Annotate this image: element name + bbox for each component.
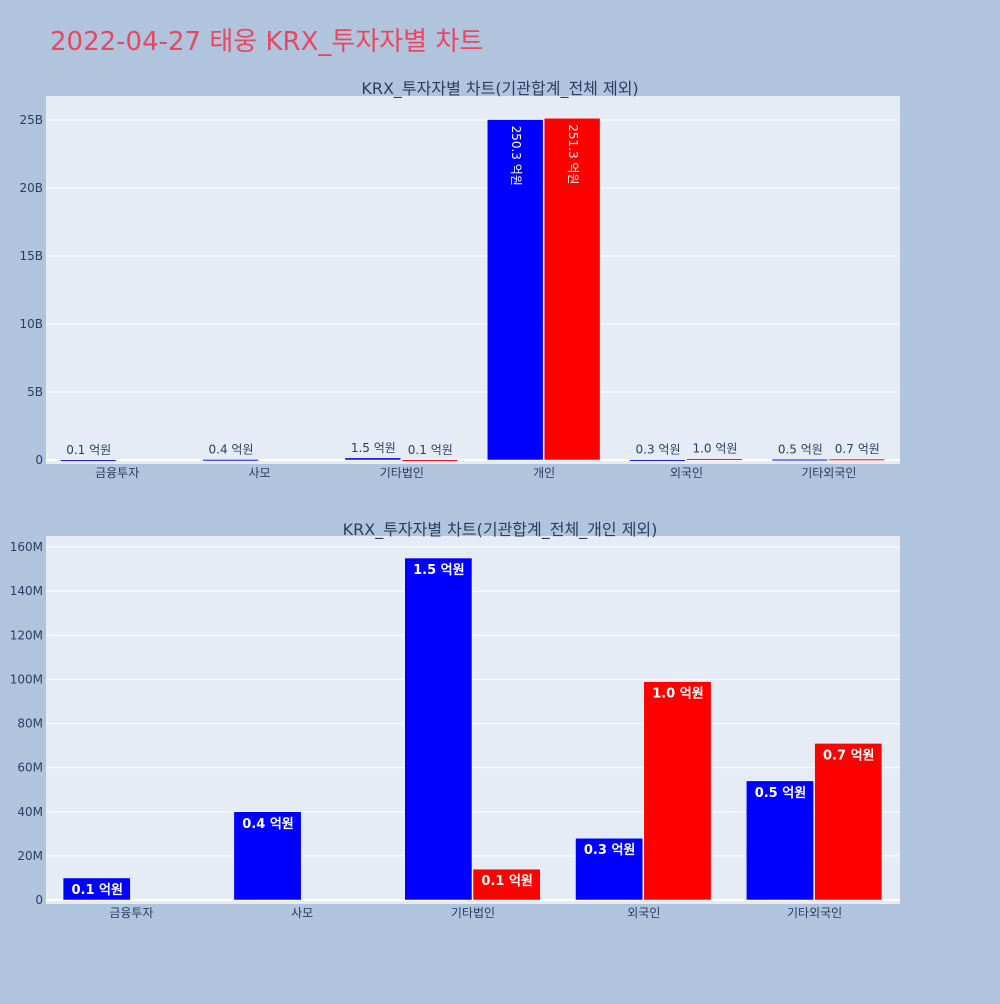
data-label: 1.0 억원 [692,442,737,456]
page-title: 2022-04-27 태웅 KRX_투자자별 차트 [50,27,483,57]
y-tick-label: 0 [35,453,43,467]
x-tick-label: 금융투자 [109,906,153,920]
data-label: 251.3 억원 [566,124,580,184]
bar [575,837,644,901]
data-label: 1.5 억원 [351,441,396,455]
data-label: 1.5 억원 [413,563,464,578]
bar [828,458,886,461]
data-label: 0.7 억원 [823,748,874,763]
bar [643,681,712,901]
chart-title: KRX_투자자별 차트(기관합계_전체 제외) [361,79,638,99]
y-tick-label: 25B [19,113,43,127]
data-label: 0.4 억원 [209,442,254,456]
data-label: 0.5 억원 [778,442,823,456]
data-label: 0.1 억원 [66,443,111,457]
y-tick-label: 120M [10,628,43,642]
bar [404,557,473,901]
data-label: 0.4 억원 [242,817,293,832]
y-tick-label: 15B [19,249,43,263]
x-tick-label: 외국인 [670,466,703,480]
x-tick-label: 기타법인 [451,906,495,920]
bottom-chart: 0 20M 40M 60M 80M 100M 120M 140M 160M KRX_투자자별 차트… [10,520,900,920]
bar [62,877,131,901]
data-label: 0.3 억원 [636,443,681,457]
y-tick-label: 5B [27,385,43,399]
bar [486,119,544,461]
y-tick-label: 140M [10,584,43,598]
bar [629,459,686,462]
y-tick-label: 0 [35,893,43,907]
data-label: 0.5 억원 [755,786,806,801]
y-tick-label: 10B [19,317,43,331]
data-label: 0.1 억원 [481,874,532,889]
x-tick-label: 기타외국인 [801,466,856,480]
x-tick-label: 기타법인 [380,466,424,480]
data-label: 0.7 억원 [835,442,880,456]
bar [746,780,814,901]
x-tick-label: 개인 [533,466,555,480]
bar [401,459,459,462]
y-tick-label: 20M [17,849,43,863]
data-label: 1.0 억원 [652,687,703,702]
bar [344,457,402,461]
x-tick-label: 사모 [291,906,313,920]
chart-title: KRX_투자자별 차트(기관합계_전체_개인 제외) [343,520,658,540]
x-tick-label: 기타외국인 [787,906,842,920]
top-chart: 0 5B 10B 15B 20B 25B KRX_투자자별 차트(기관합계_전체 제외) 금융… [19,79,900,480]
y-tick-label: 80M [17,717,43,731]
data-label: 250.3 억원 [509,126,523,186]
bar [543,117,601,461]
bar [686,458,743,461]
x-tick-label: 외국인 [627,906,660,920]
y-tick-label: 100M [10,672,43,686]
y-tick-label: 60M [17,761,43,775]
bar [59,459,117,462]
bar [472,868,541,901]
plot-area [46,96,900,464]
data-label: 0.1 억원 [71,883,122,898]
bar [202,459,259,462]
data-label: 0.3 억원 [584,843,635,858]
y-tick-label: 20B [19,181,43,195]
data-label: 0.1 억원 [408,443,453,457]
y-tick-label: 40M [17,805,43,819]
x-tick-label: 금융투자 [95,466,139,480]
y-tick-label: 160M [10,540,43,554]
bar [771,459,829,462]
bar [814,743,883,901]
bar [233,811,302,901]
x-tick-label: 사모 [248,466,270,480]
